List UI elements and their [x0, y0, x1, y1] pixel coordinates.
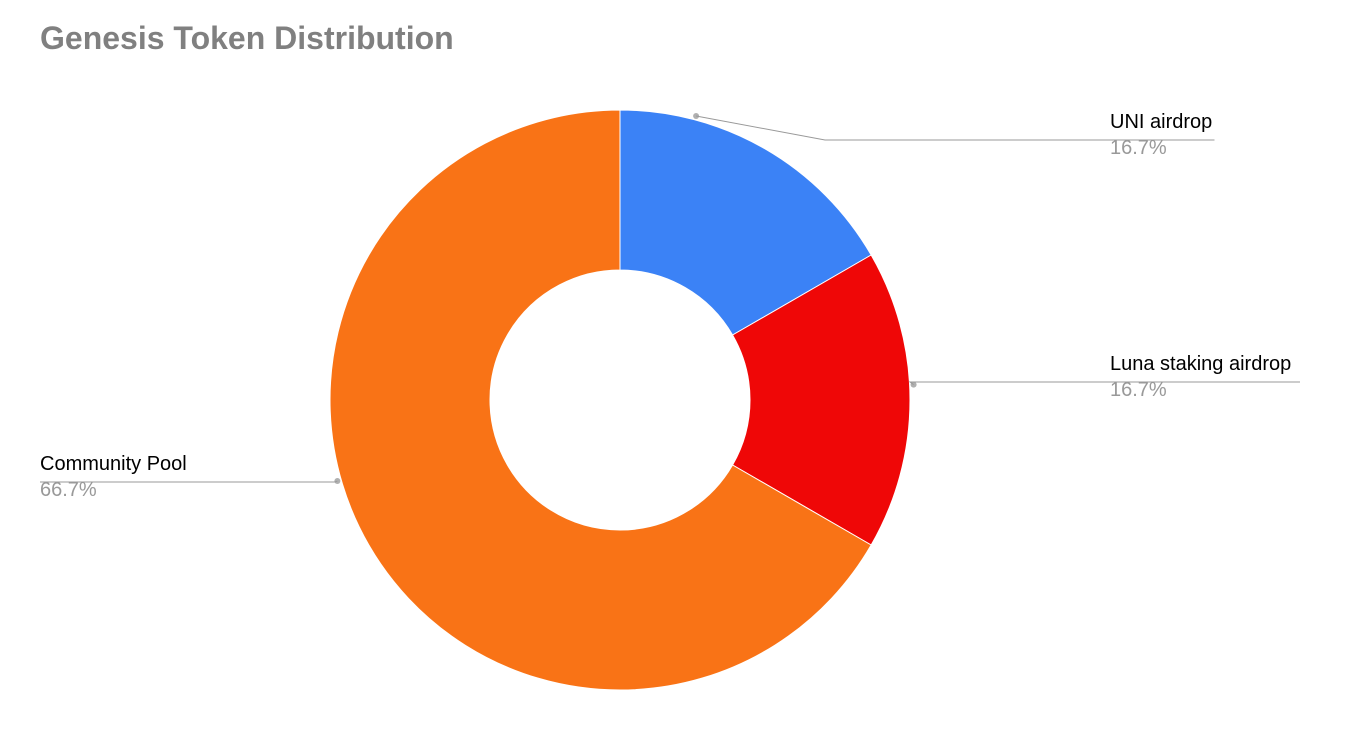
- slice-label-name: Luna staking airdrop: [1110, 353, 1291, 375]
- slice-label-name: UNI airdrop: [1110, 111, 1212, 133]
- leader-line: [910, 382, 1300, 385]
- slice-label-name: Community Pool: [40, 453, 187, 475]
- slice-label-percent: 16.7%: [1110, 137, 1167, 159]
- chart-title: Genesis Token Distribution: [40, 20, 454, 57]
- donut-chart: UNI airdrop 16.7% Luna staking airdrop 16.7…: [0, 80, 1362, 720]
- slice-label-percent: 16.7%: [1110, 379, 1167, 401]
- slice-label-percent: 66.7%: [40, 479, 97, 501]
